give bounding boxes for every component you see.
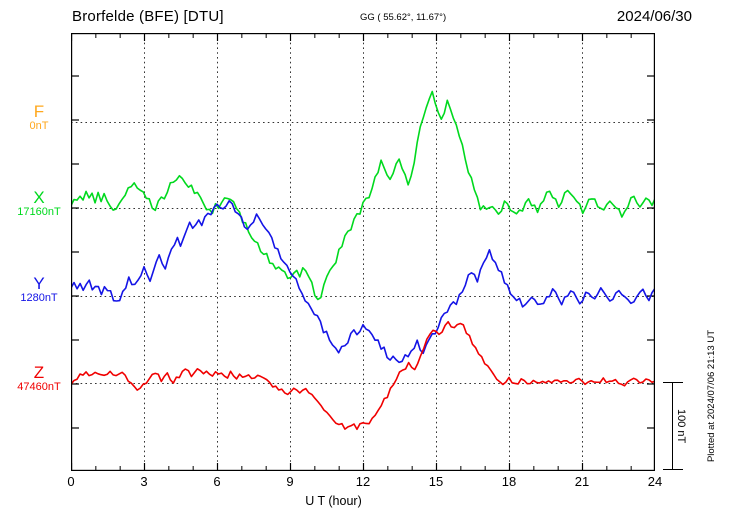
observation-date: 2024/06/30 — [616, 8, 692, 25]
plot-border — [71, 33, 655, 471]
x-axis-title: U T (hour) — [0, 494, 730, 508]
plot-area — [71, 33, 655, 471]
x-tick-label-21: 21 — [574, 474, 590, 489]
trace-group — [71, 90, 655, 431]
component-name-z: Z — [33, 363, 45, 382]
component-baseline-x: 17160nT — [17, 205, 61, 218]
component-baseline-f: 0nT — [29, 119, 49, 132]
component-label-z: Z 47460nT — [10, 364, 68, 393]
component-baseline-y: 1280nT — [20, 291, 58, 304]
component-label-f: F 0nT — [10, 103, 68, 132]
x-tick-label-9: 9 — [286, 474, 294, 489]
component-baseline-z: 47460nT — [17, 380, 61, 393]
component-name-f: F — [33, 102, 45, 121]
x-tick-label-6: 6 — [213, 474, 221, 489]
scale-bar-label: 100 nT — [675, 408, 687, 444]
x-tick-label-18: 18 — [501, 474, 517, 489]
baseline-reference-lines — [71, 122, 655, 384]
component-label-y: Y 1280nT — [10, 275, 68, 304]
vertical-gridlines — [144, 33, 583, 471]
geographic-coordinates: GG ( 55.62°, 11.67°) — [360, 12, 447, 23]
scale-bar — [659, 382, 688, 471]
component-label-x: X 17160nT — [10, 189, 68, 218]
component-name-x: X — [33, 188, 45, 207]
component-name-y: Y — [33, 274, 45, 293]
x-tick-label-24: 24 — [647, 474, 663, 489]
trace-z — [71, 320, 655, 431]
x-tick-label-0: 0 — [67, 474, 75, 489]
x-tick-label-3: 3 — [140, 474, 148, 489]
axis-ticks — [71, 33, 655, 471]
plotted-timestamp: Plotted at 2024/07/06 21:13 UT — [706, 330, 717, 463]
magnetogram-plot — [71, 33, 655, 471]
x-tick-label-12: 12 — [355, 474, 371, 489]
station-title: Brorfelde (BFE) [DTU] — [72, 8, 224, 25]
trace-x — [71, 90, 655, 301]
x-axis-title-text: U T (hour) — [305, 494, 362, 508]
x-tick-label-15: 15 — [428, 474, 444, 489]
trace-y — [71, 200, 655, 364]
